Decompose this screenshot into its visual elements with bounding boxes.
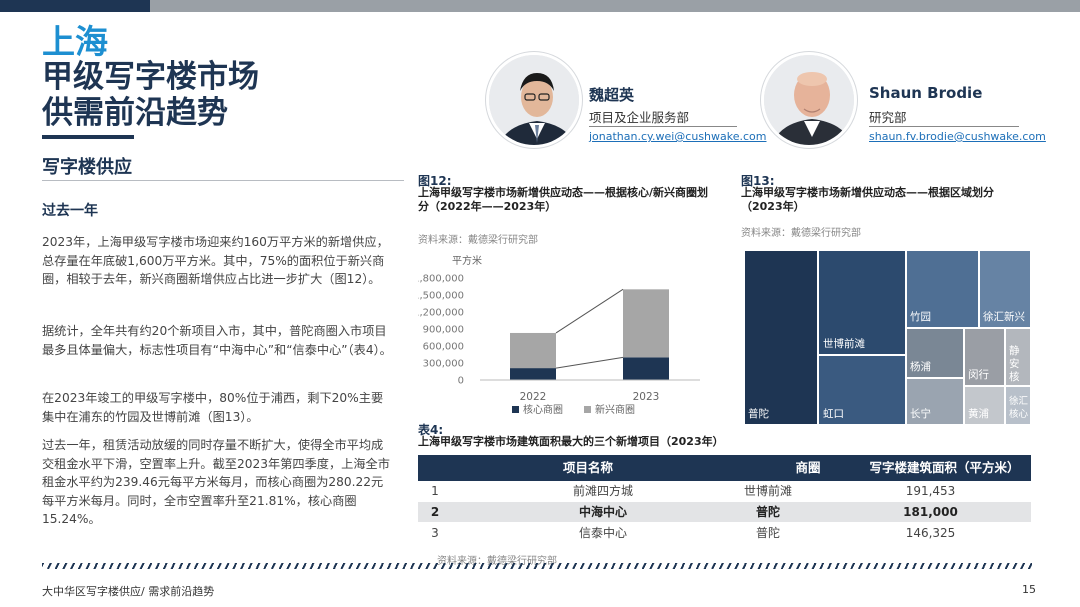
table-row: 2 中海中心 普陀 181,000 [418, 502, 1031, 522]
treemap-cell-jingan: 静安核 [1005, 328, 1031, 386]
table-cell-area: 181,000 [903, 505, 958, 519]
connector-line-top [555, 288, 624, 334]
y-tick-label: 1,200,000 [418, 308, 464, 319]
footer-text: 大中华区写字楼供应/ 需求前沿趋势 [42, 585, 215, 598]
treemap-label: 闵行 [968, 369, 989, 381]
treemap-label: 杨浦 [910, 361, 931, 373]
paragraph-3: 在2023年竣工的甲级写字楼中，80%位于浦西，剩下20%主要集中在浦东的竹园及… [42, 391, 384, 424]
treemap-cell-putuo: 普陀 [744, 250, 818, 425]
profile-2-divider [869, 126, 1019, 127]
treemap-label: 虹口 [823, 408, 844, 420]
table-cell-rank: 3 [431, 526, 439, 540]
treemap-label: 普陀 [748, 408, 769, 420]
title-city: 上海 [42, 22, 108, 61]
y-tick-label: 1,500,000 [418, 291, 464, 302]
profile-1-divider [589, 126, 737, 127]
treemap-label: 世博前滩 [823, 338, 865, 350]
treemap-label: 长宁 [910, 408, 931, 420]
paragraph-2: 据统计，全年共有约20个新项目入市，其中，普陀商圈入市项目最多且体量偏大，标志性… [42, 324, 392, 357]
table-cell-district: 普陀 [755, 526, 780, 540]
bar-2023-series-0 [623, 357, 669, 380]
treemap-label: 黄浦 [968, 408, 989, 420]
y-tick-label: 600,000 [423, 342, 464, 353]
title-line-3: 供需前沿趋势 [42, 95, 228, 131]
avatar-profile-1 [486, 52, 582, 148]
x-tick-label: 2023 [633, 391, 660, 403]
legend-swatch [584, 406, 591, 413]
y-tick-label: 1,800,000 [418, 274, 464, 285]
treemap-cell-hongkou: 虹口 [818, 355, 906, 425]
table4-title: 上海甲级写字楼市场建筑面积最大的三个新增项目（2023年） [418, 435, 724, 448]
bar-2022-series-0 [510, 368, 556, 380]
top-bar-accent [0, 0, 150, 12]
paragraph-4: 过去一年，租赁活动放缓的同时存量不断扩大，使得全市平均成交租金水平下滑，空置率上… [42, 438, 390, 526]
title-underline [42, 135, 134, 139]
table-cell-project: 中海中心 [578, 505, 627, 519]
legend-label: 新兴商圈 [595, 403, 635, 416]
treemap-cell-huangpu: 黄浦 [964, 386, 1005, 425]
table-cell-project: 前滩四方城 [572, 484, 633, 498]
profile-2-dept: 研究部 [869, 110, 907, 125]
page-number: 15 [1022, 583, 1036, 596]
fig12-bar-chart: 平方米 1,800,000 1,500,000 1,200,000 900,000 60… [418, 254, 700, 416]
treemap-cell-yangpu: 杨浦 [906, 328, 964, 378]
legend-swatch [512, 406, 519, 413]
person-portrait-icon [764, 55, 854, 145]
treemap-cell-shibo: 世博前滩 [818, 250, 906, 355]
fig13-source: 资料来源：戴德梁行研究部 [741, 228, 861, 239]
treemap-cell-zhuyuan: 竹园 [906, 250, 979, 328]
table-header-project: 项目名称 [418, 455, 758, 481]
person-portrait-icon [489, 55, 579, 145]
profile-2-name: Shaun Brodie [869, 84, 983, 102]
treemap-label: 竹园 [910, 311, 931, 323]
treemap-label: 静安核 [1009, 345, 1020, 383]
y-tick-label: 900,000 [423, 325, 464, 336]
table-cell-area: 191,453 [905, 484, 956, 498]
fig13-label: 图13: [741, 174, 775, 188]
treemap-label: 徐汇核心 [1009, 396, 1029, 420]
table-cell-rank: 1 [431, 484, 439, 498]
profile-1-name: 魏超英 [589, 86, 635, 104]
top-bar [150, 0, 1080, 12]
section-divider [42, 180, 404, 181]
table4-label: 表4: [418, 423, 444, 437]
fig12-label: 图12: [418, 174, 452, 188]
legend-label: 核心商圈 [523, 403, 563, 416]
y-axis-label: 平方米 [452, 254, 482, 267]
table-cell-district: 世博前滩 [743, 484, 792, 498]
bar-2022-series-1 [510, 332, 556, 369]
section-subheading: 过去一年 [42, 203, 98, 219]
avatar-profile-2 [761, 52, 857, 148]
footer-dashed-divider [42, 563, 1032, 569]
bar-2023-series-1 [623, 289, 669, 358]
table-row: 3 信泰中心 普陀 146,325 [418, 523, 1031, 543]
treemap-cell-xuhui-emerging: 徐汇新兴 [979, 250, 1031, 328]
fig12-source: 资料来源：戴德梁行研究部 [418, 235, 538, 246]
table-header-district: 商圈 [758, 455, 858, 481]
fig13-title: 上海甲级写字楼市场新增供应动态——根据区域划分（2023年） [741, 186, 994, 213]
treemap-label: 徐汇新兴 [983, 311, 1025, 323]
treemap-cell-changning: 长宁 [906, 378, 964, 425]
title-line-2: 甲级写字楼市场 [42, 59, 259, 95]
paragraph-1: 2023年，上海甲级写字楼市场迎来约160万平方米的新增供应，总存量在年底破1,… [42, 235, 389, 286]
treemap-cell-xuhui-core: 徐汇核心 [1005, 386, 1031, 425]
section-heading: 写字楼供应 [42, 157, 132, 178]
table-cell-rank: 2 [430, 505, 440, 519]
profile-2-email[interactable]: shaun.fv.brodie@cushwake.com [869, 130, 1046, 143]
table-cell-area: 146,325 [905, 526, 956, 540]
table-cell-district: 普陀 [755, 505, 780, 519]
table4-source: 资料来源：戴德梁行研究部 [437, 556, 557, 567]
treemap-cell-minhang: 闵行 [964, 328, 1005, 386]
profile-1-email[interactable]: jonathan.cy.wei@cushwake.com [589, 130, 767, 143]
y-tick-label: 300,000 [423, 359, 464, 370]
table-header-area: 写字楼建筑面积（平方米） [858, 455, 1031, 481]
connector-line-core [555, 356, 624, 369]
y-tick-label: 0 [458, 376, 464, 387]
x-tick-label: 2022 [520, 391, 547, 403]
profile-1-dept: 项目及企业服务部 [589, 110, 690, 125]
table-cell-project: 信泰中心 [578, 526, 627, 540]
fig12-title: 上海甲级写字楼市场新增供应动态——根据核心/新兴商圈划分（2022年——2023… [418, 186, 709, 213]
table-row: 1 前滩四方城 世博前滩 191,453 [418, 481, 1031, 501]
